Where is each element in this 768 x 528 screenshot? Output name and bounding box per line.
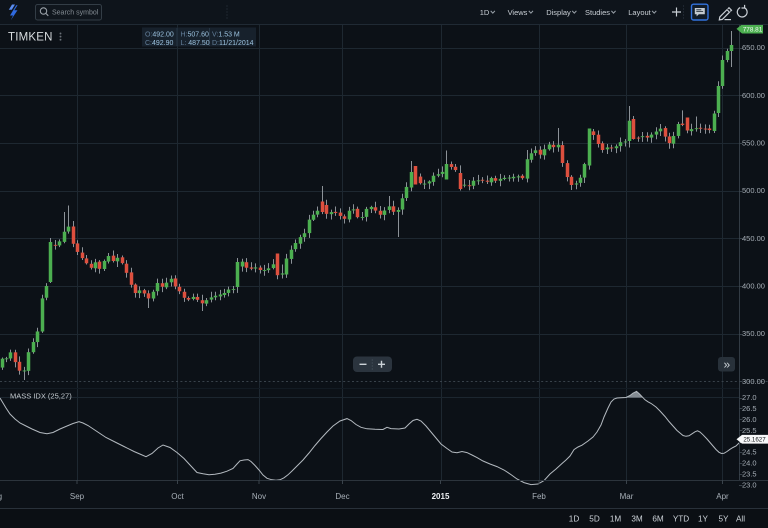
svg-text:Studies: Studies [585,8,610,17]
svg-text:6M: 6M [652,515,664,524]
svg-text:24.0: 24.0 [742,459,757,468]
svg-text:Nov: Nov [252,492,266,501]
svg-text:24.5: 24.5 [742,448,757,457]
svg-text:Views: Views [508,8,528,17]
svg-text:Sep: Sep [70,492,85,501]
svg-text:D:11/21/2014: D:11/21/2014 [212,40,254,47]
svg-text:23.0: 23.0 [742,481,757,490]
svg-text:V:1.53 M: V:1.53 M [212,31,240,38]
svg-text:H:507.60: H:507.60 [181,31,210,38]
svg-text:1D: 1D [480,8,490,17]
svg-text:650.00: 650.00 [742,43,765,52]
svg-text:TIMKEN: TIMKEN [8,32,53,44]
svg-text:Aug: Aug [0,492,2,501]
svg-text:YTD: YTD [673,515,689,524]
svg-text:500.00: 500.00 [742,186,765,195]
svg-text:26.0: 26.0 [742,415,757,424]
svg-text:5Y: 5Y [718,515,729,524]
svg-text:»: » [723,357,730,371]
svg-text:C:492.90: C:492.90 [145,40,174,47]
svg-text:1Y: 1Y [698,515,709,524]
svg-text:350.00: 350.00 [742,329,765,338]
svg-text:3M: 3M [631,515,643,524]
svg-text:550.00: 550.00 [742,139,765,148]
svg-text:2015: 2015 [432,492,450,501]
svg-text:600.00: 600.00 [742,91,765,100]
svg-text:25.1627: 25.1627 [743,437,766,444]
svg-text:300.00: 300.00 [742,377,765,386]
svg-text:5D: 5D [589,515,600,524]
svg-text:778.81: 778.81 [743,26,763,33]
svg-text:23.5: 23.5 [742,470,757,479]
svg-text:25.5: 25.5 [742,426,757,435]
svg-text:27.0: 27.0 [742,393,757,402]
svg-text:26.5: 26.5 [742,404,757,413]
svg-text:Feb: Feb [532,492,546,501]
svg-text:450.00: 450.00 [742,234,765,243]
svg-text:All: All [736,515,745,524]
svg-text:Apr: Apr [716,492,729,501]
svg-text:1M: 1M [610,515,622,524]
svg-text:1D: 1D [569,515,580,524]
svg-text:L: 487.50: L: 487.50 [181,40,210,47]
svg-text:Search symbol: Search symbol [52,9,99,16]
svg-text:Display: Display [546,8,571,17]
svg-text:Dec: Dec [335,492,349,501]
svg-text:O:492.00: O:492.00 [145,31,174,38]
svg-text:Oct: Oct [171,492,184,501]
svg-text:Mar: Mar [620,492,634,501]
svg-text:400.00: 400.00 [742,282,765,291]
svg-text:MASS IDX (25,27): MASS IDX (25,27) [10,392,72,401]
svg-text:Layout: Layout [628,8,651,17]
